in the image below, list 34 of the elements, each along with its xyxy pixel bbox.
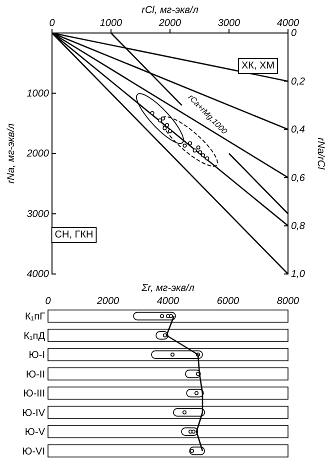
y-tick-label: Ю-II	[26, 369, 45, 380]
x-tick-label: 8000	[276, 296, 300, 307]
x-axis-title: rCl, мг-экв/л	[142, 5, 199, 16]
x-tick-label: 4000	[156, 296, 180, 307]
y-tick-label: К₁пД	[24, 330, 46, 342]
y-tick-label: К₁пГ	[24, 312, 46, 323]
y-tick-label: Ю-I	[28, 350, 45, 362]
y2-tick-label: 0,2	[291, 76, 306, 88]
x-tick-label: 6000	[216, 296, 240, 307]
annotation: СН, ГКН	[54, 230, 94, 240]
y-tick-label: 1000	[26, 88, 50, 100]
y2-tick-label: 1,0	[291, 269, 306, 280]
y-tick-label: 3000	[26, 208, 50, 220]
x-tick-label: 1000	[100, 18, 123, 29]
x-tick-label: 0	[45, 296, 52, 307]
y-tick-label: Ю-VI	[22, 446, 45, 458]
x-tick-label: 0	[49, 18, 56, 29]
annotation: ХК, ХМ	[241, 60, 275, 72]
y-tick-label: Ю-IV	[22, 408, 46, 419]
x-tick-label: 3000	[218, 18, 241, 29]
x-tick-label: 2000	[96, 296, 120, 307]
x-tick-label: 4000	[276, 18, 300, 29]
x-axis-title: Σr, мг-экв/л	[140, 283, 195, 294]
y-tick-label: 4000	[26, 269, 50, 280]
y-tick-label: Ю-V	[24, 427, 46, 438]
y2-tick-label: 0,6	[291, 172, 306, 184]
y2-tick-label: 0	[291, 28, 297, 40]
x-tick-label: 2000	[158, 18, 182, 29]
y-tick-label: 2000	[26, 148, 50, 160]
y-axis-title: rNa, мг-экв/л	[6, 123, 17, 184]
y-tick-label: Ю-III	[23, 388, 45, 400]
y2-tick-label: 0,4	[291, 124, 306, 136]
y2-tick-label: 0,8	[291, 221, 306, 232]
y2-axis-title: rNa/rCl	[315, 138, 325, 170]
